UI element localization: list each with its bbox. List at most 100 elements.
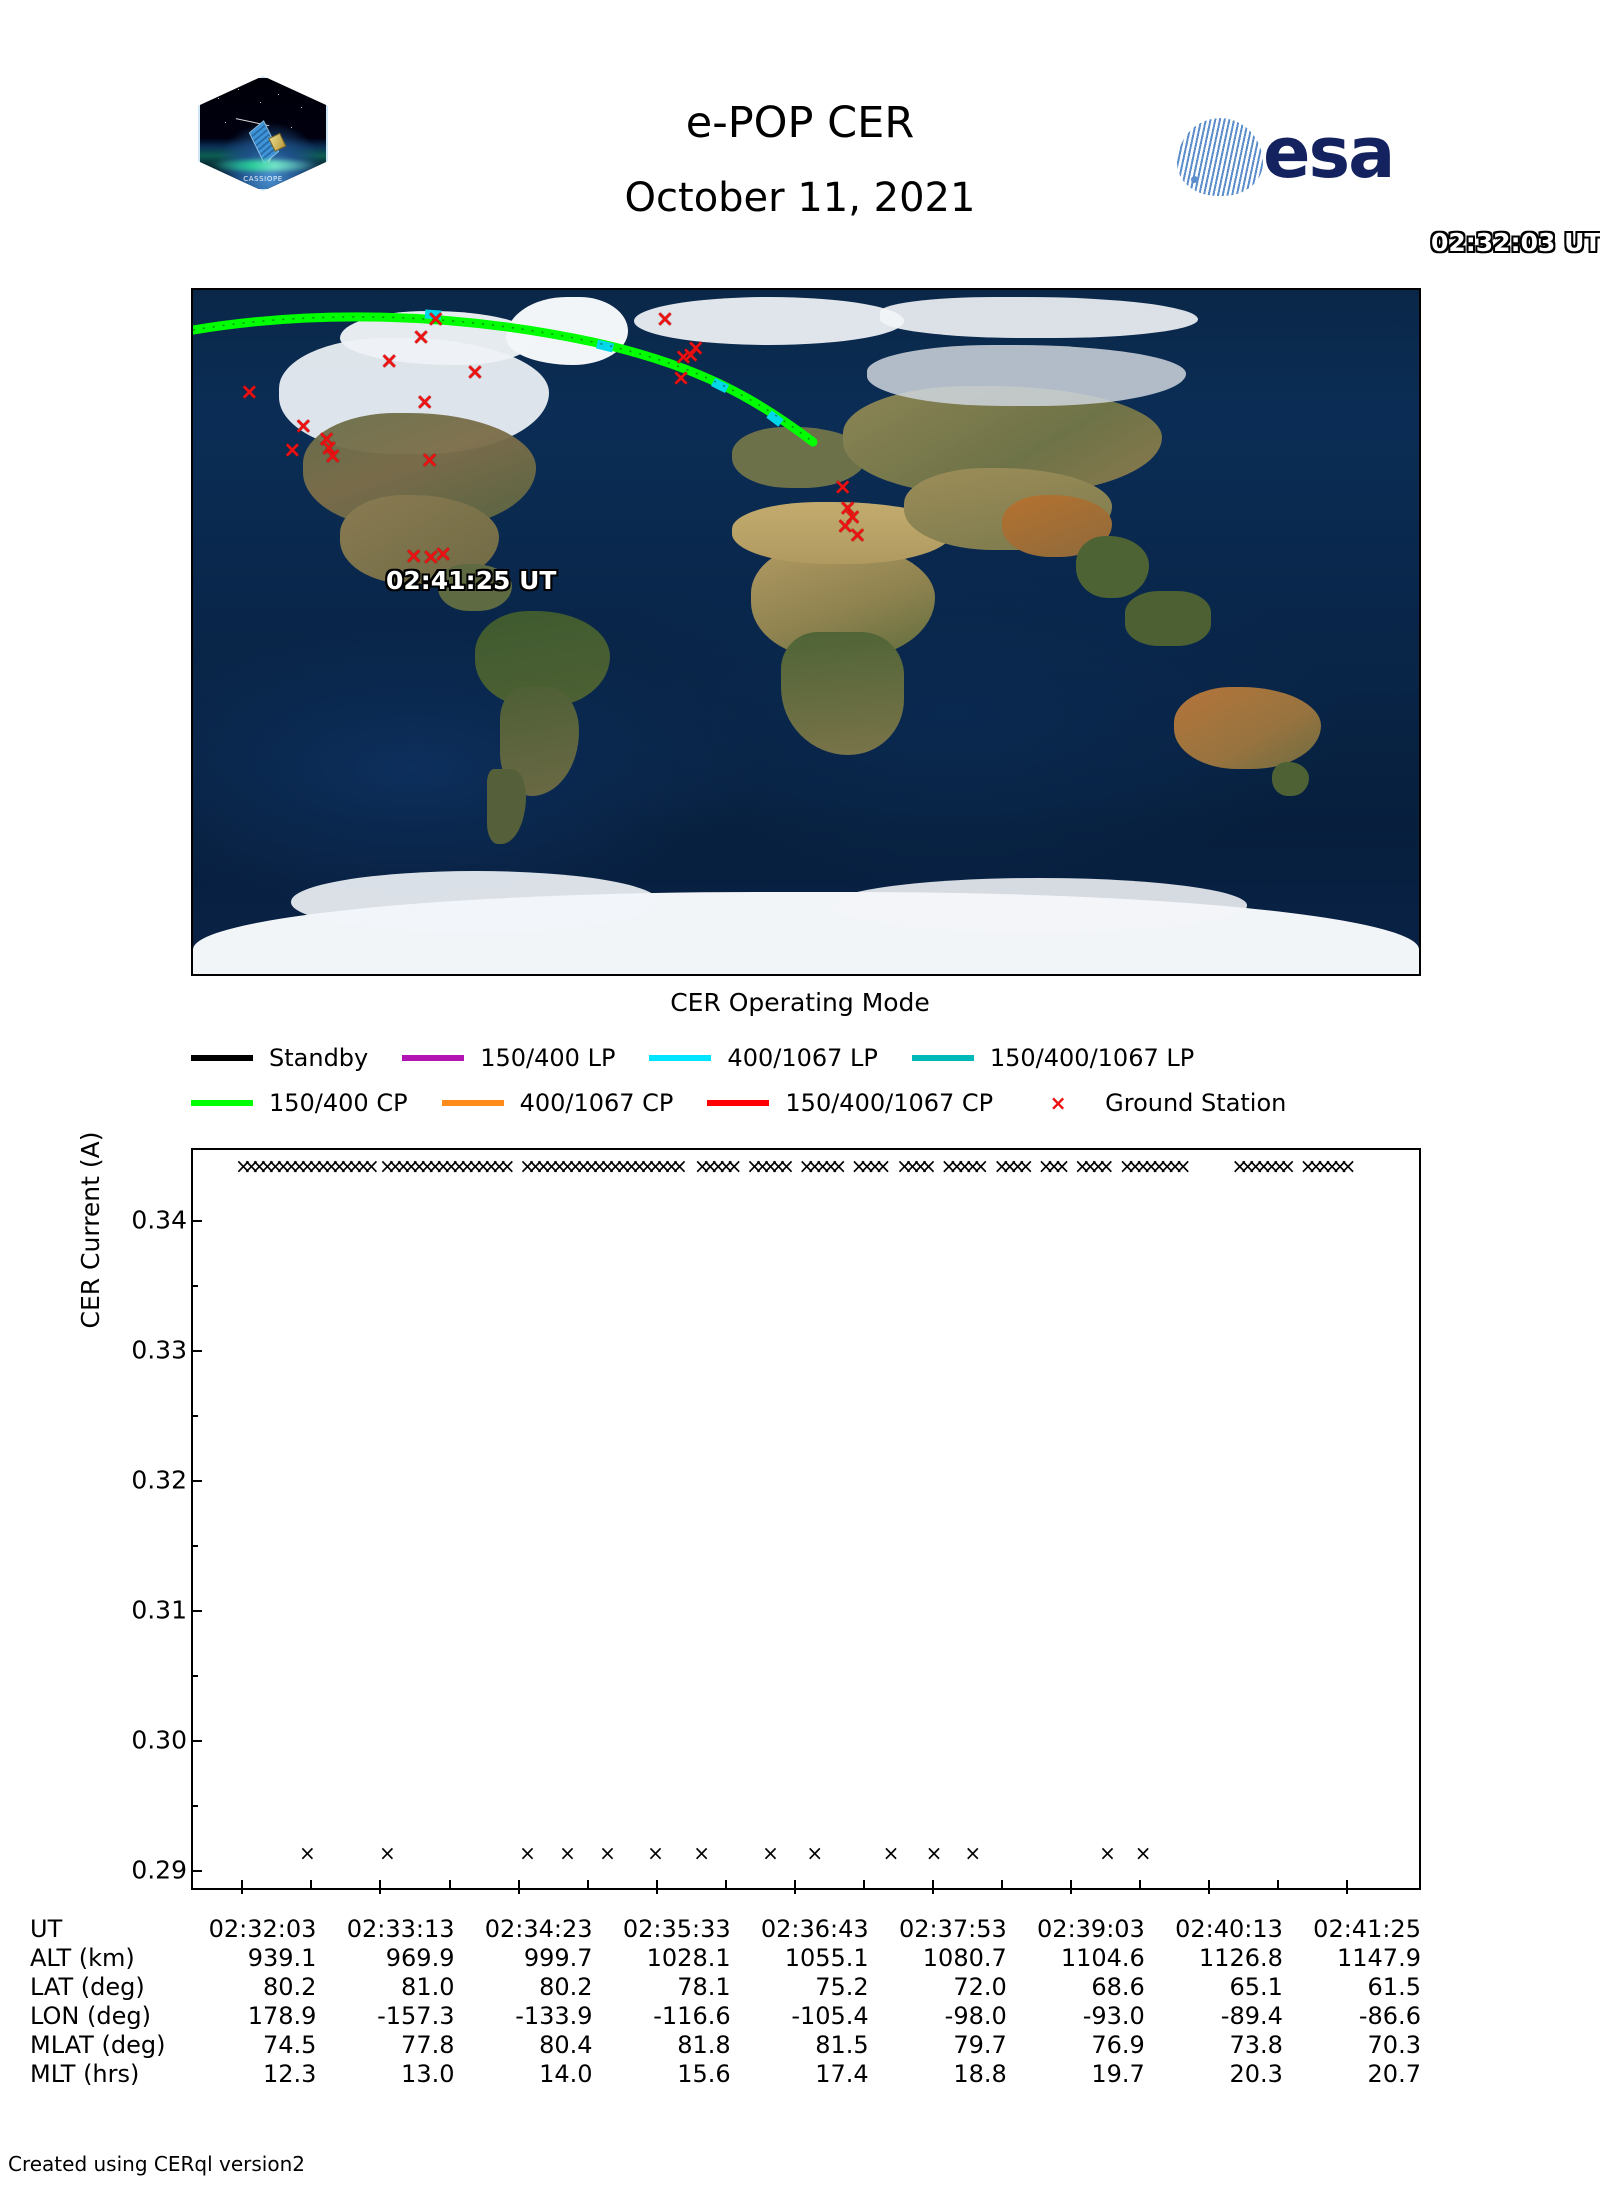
data-point-marker: × (402, 1153, 420, 1178)
data-point-marker: × (717, 1153, 735, 1178)
data-point-marker: × (543, 1153, 560, 1178)
data-point-marker: × (874, 1153, 892, 1178)
data-point-marker: × (1323, 1153, 1341, 1178)
table-cell: 73.8 (1229, 2031, 1283, 2059)
x-axis-tick-mark (655, 1880, 658, 1894)
table-cell: 17.4 (815, 2060, 869, 2088)
table-cell: 19.7 (1091, 2060, 1145, 2088)
legend-label: Ground Station (1105, 1089, 1287, 1117)
data-point-marker: × (482, 1153, 500, 1178)
legend-item[interactable]: 150/400/1067 LP (911, 1044, 1195, 1072)
data-point-marker: × (330, 1153, 348, 1178)
table-cell: 13.0 (401, 2060, 455, 2088)
data-point-marker: × (725, 1153, 743, 1178)
legend-item[interactable]: 150/400 LP (402, 1044, 615, 1072)
y-axis-tick-mark (191, 1349, 202, 1352)
x-axis-minor-tick (310, 1880, 313, 1889)
data-point-marker: × (474, 1153, 492, 1178)
x-axis-tick-mark (793, 1880, 796, 1894)
data-point-marker: × (1339, 1153, 1357, 1178)
ground-station-marker: × (433, 542, 453, 568)
data-point-marker: × (904, 1153, 921, 1178)
table-cell: 1126.8 (1198, 1944, 1283, 1972)
y-axis-tick-mark (191, 1479, 202, 1482)
x-axis-tick-mark (241, 1880, 244, 1894)
ground-station-marker: × (240, 379, 259, 405)
table-cell: 02:40:13 (1175, 1915, 1283, 1943)
x-axis-tick-mark (1345, 1880, 1348, 1894)
y-axis-tick-label: 0.33 (131, 1335, 187, 1365)
data-point-marker: × (778, 1153, 795, 1178)
world-map: 02:41:25 UT 02:32:03 UT × × × × × × × × × × × × × × × ×… (191, 228, 1600, 976)
table-cell: 02:32:03 (208, 1915, 317, 1943)
data-point-marker: × (762, 1840, 779, 1865)
y-axis-tick-label: 0.31 (131, 1595, 187, 1625)
x-axis-tick-mark (517, 1880, 520, 1894)
data-point-marker: × (1118, 1153, 1136, 1178)
table-cell: 81.8 (677, 2031, 731, 2059)
data-point-marker: × (362, 1153, 380, 1178)
data-point-marker: × (647, 1840, 664, 1865)
data-point-marker: × (567, 1153, 584, 1178)
data-point-marker: × (314, 1153, 332, 1178)
x-axis-minor-tick (586, 1880, 589, 1889)
data-point-marker: × (535, 1153, 552, 1178)
table-cell: 18.8 (953, 2060, 1007, 2088)
table-cell: 1055.1 (784, 1944, 869, 1972)
data-point-marker: × (267, 1153, 284, 1178)
footer-credit: Created using CERql version2 (8, 2152, 305, 2176)
table-cell: 61.5 (1367, 1973, 1421, 2001)
data-point-marker: × (709, 1153, 727, 1178)
table-cell: -98.0 (944, 2002, 1007, 2030)
legend-item[interactable]: × Ground Station (1027, 1089, 1287, 1117)
legend-label: 150/400/1067 LP (989, 1044, 1195, 1072)
table-cell: -116.6 (653, 2002, 731, 2030)
legend-item[interactable]: Standby (191, 1044, 368, 1072)
data-point-marker: × (693, 1840, 710, 1865)
data-point-marker: × (1099, 1840, 1116, 1865)
y-axis-minor-tick (191, 1284, 198, 1287)
legend-item[interactable]: 150/400/1067 CP (707, 1089, 993, 1117)
table-cell: -93.0 (1082, 2002, 1145, 2030)
data-point-marker: × (940, 1153, 958, 1178)
data-point-marker: × (559, 1153, 576, 1178)
ground-station-marker: × (843, 505, 862, 531)
ground-station-marker: × (294, 413, 313, 439)
data-point-marker: × (896, 1153, 913, 1178)
x-axis-tick-mark (931, 1880, 934, 1894)
ground-station-marker: × (379, 348, 399, 374)
data-point-marker: × (1255, 1153, 1273, 1178)
table-cell: 72.0 (953, 1973, 1007, 2001)
legend-item[interactable]: 400/1067 CP (441, 1089, 673, 1117)
cassiope-logo-caption: CASSIOPE (243, 175, 283, 183)
data-point-marker: × (1166, 1153, 1184, 1178)
y-axis-tick-mark (191, 1870, 202, 1873)
table-cell: 999.7 (523, 1944, 593, 1972)
data-point-marker: × (1134, 1840, 1152, 1865)
legend-item[interactable]: 150/400 CP (191, 1089, 408, 1117)
data-point-marker: × (850, 1153, 868, 1178)
ground-station-marker: × (283, 438, 302, 464)
table-cell: 1147.9 (1336, 1944, 1421, 1972)
data-point-marker: × (822, 1153, 840, 1178)
legend-item[interactable]: 400/1067 LP (649, 1044, 878, 1072)
legend-label: Standby (269, 1044, 369, 1072)
legend-row-1: Standby 150/400 LP 400/1067 LP 150/400/1067… (191, 1038, 1491, 1078)
data-point-marker: × (458, 1153, 476, 1178)
data-point-marker: × (671, 1153, 688, 1178)
ground-station-marker: × (848, 523, 867, 549)
data-point-marker: × (243, 1153, 260, 1178)
legend-label: 150/400 CP (269, 1089, 408, 1117)
legend-row-2: 150/400 CP 400/1067 CP 150/400/1067 CP × Gro… (191, 1083, 1491, 1123)
data-point-marker: × (519, 1840, 536, 1865)
legend-color-swatch (649, 1055, 712, 1061)
data-point-marker: × (882, 1840, 900, 1865)
data-point-marker: × (655, 1153, 672, 1178)
x-axis-tick-mark (1069, 1880, 1072, 1894)
esa-logo-word: esa (1263, 112, 1395, 194)
data-point-marker: × (378, 1840, 396, 1865)
data-point-marker: × (1142, 1153, 1160, 1178)
table-cell: 02:39:03 (1037, 1915, 1145, 1943)
ground-station-marker: × (319, 435, 339, 461)
data-point-marker: × (647, 1153, 664, 1178)
